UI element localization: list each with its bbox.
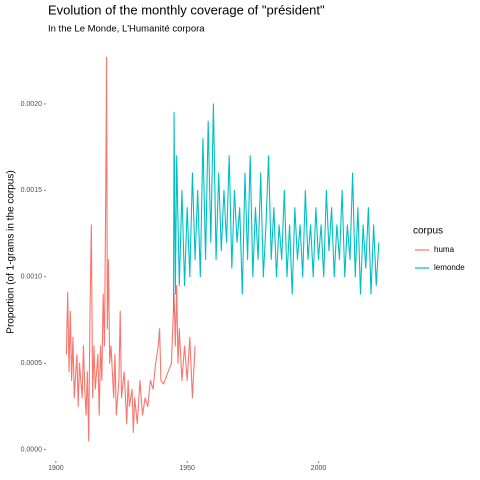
x-tick-label: 1950 <box>179 465 195 472</box>
y-tick-label: 0.0000 <box>21 446 43 453</box>
y-tick-label: 0.0005 <box>21 360 43 367</box>
chart-title: Evolution of the monthly coverage of "pr… <box>48 2 325 17</box>
x-tick-label: 1900 <box>48 465 64 472</box>
y-tick-label: 0.0010 <box>21 274 43 281</box>
legend-label: huma <box>434 245 455 254</box>
series-line <box>172 103 380 312</box>
chart-subtitle: In the Le Monde, L'Humanité corpora <box>48 24 205 35</box>
x-tick-label: 2000 <box>311 465 327 472</box>
y-tick-label: 0.0015 <box>21 187 43 194</box>
y-tick-label: 0.0020 <box>21 101 43 108</box>
series-line <box>65 56 196 442</box>
legend-title: corpus <box>413 226 443 237</box>
legend-label: lemonde <box>434 263 465 272</box>
y-axis-label: Proportion (of 1-grams in the corpus) <box>6 170 17 333</box>
